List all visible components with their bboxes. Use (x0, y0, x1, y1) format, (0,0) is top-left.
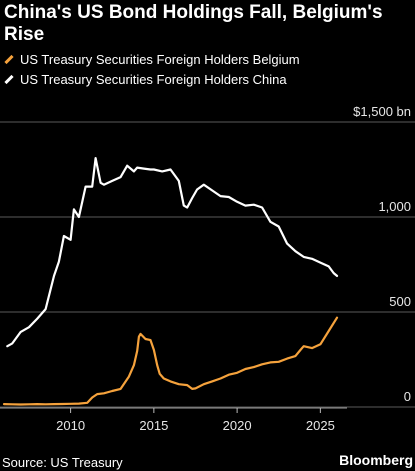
series-line-belgium (2, 316, 339, 406)
x-tick-label-3: 2025 (306, 418, 335, 433)
legend-item-belgium: US Treasury Securities Foreign Holders B… (4, 52, 300, 67)
bloomberg-logo: Bloomberg (339, 452, 413, 468)
y-tick-label-0: 0 (404, 389, 411, 404)
x-tick-label-2: 2020 (223, 418, 252, 433)
source-note: Source: US Treasury (2, 455, 123, 470)
x-tick-label-1: 2015 (139, 418, 168, 433)
x-tick-label-0: 2010 (56, 418, 85, 433)
y-tick-label-3: $1,500 bn (353, 104, 411, 119)
y-tick-label-1: 500 (389, 294, 411, 309)
series-line-china (6, 157, 339, 348)
y-tick-label-2: 1,000 (378, 199, 411, 214)
legend-label-china: US Treasury Securities Foreign Holders C… (20, 72, 287, 87)
legend-item-china: US Treasury Securities Foreign Holders C… (4, 72, 287, 87)
legend-label-belgium: US Treasury Securities Foreign Holders B… (20, 52, 300, 67)
chart-title: China's US Bond Holdings Fall, Belgium's… (4, 2, 383, 45)
